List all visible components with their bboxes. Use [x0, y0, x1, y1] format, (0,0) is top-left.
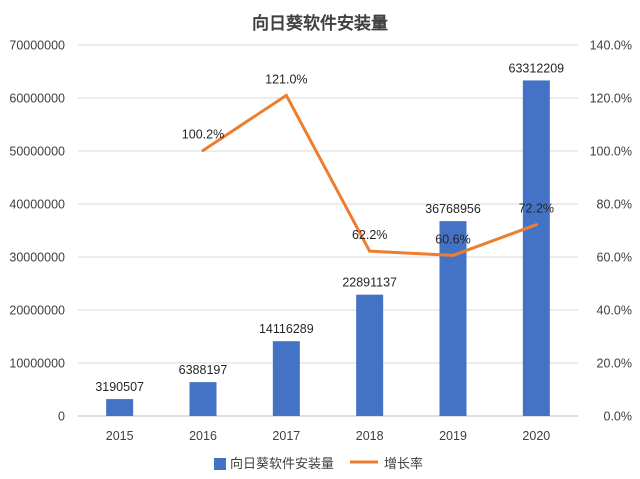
bar-value-label: 3190507 [95, 380, 144, 394]
bar [356, 294, 384, 416]
right-tick-label: 80.0% [597, 198, 632, 212]
right-tick-label: 140.0% [590, 39, 632, 53]
left-tick-label: 30000000 [9, 251, 65, 265]
bar-value-label: 14116289 [259, 322, 314, 336]
growth-value-label: 100.2% [182, 127, 224, 141]
bar [106, 399, 134, 416]
growth-value-label: 121.0% [265, 72, 307, 86]
x-tick-label: 2020 [522, 429, 550, 443]
x-tick-label: 2018 [356, 429, 384, 443]
right-tick-label: 100.0% [590, 145, 632, 159]
growth-value-label: 60.6% [435, 232, 470, 246]
growth-point [534, 223, 538, 227]
bar-value-label: 36768956 [425, 202, 481, 216]
bar [522, 80, 550, 417]
x-tick-label: 2016 [189, 429, 217, 443]
growth-value-label: 62.2% [352, 228, 387, 242]
bar-value-label: 63312209 [509, 61, 565, 75]
growth-point [368, 249, 372, 253]
growth-point [201, 148, 205, 152]
growth-point [451, 253, 455, 257]
x-tick-label: 2017 [272, 429, 300, 443]
x-axis: 2015 2016 2017 2018 2019 2020 [106, 429, 551, 443]
legend-line-label: 增长率 [384, 456, 423, 472]
growth-value-label: 72.2% [519, 202, 554, 216]
bar-value-label: 22891137 [342, 276, 397, 290]
left-tick-label: 60000000 [9, 92, 65, 106]
gridlines [78, 44, 578, 417]
x-tick-label: 2019 [439, 429, 467, 443]
left-tick-label: 50000000 [9, 145, 65, 159]
bar [272, 341, 300, 416]
right-tick-label: 120.0% [590, 92, 632, 106]
bar-series [106, 80, 550, 417]
left-tick-label: 40000000 [9, 198, 65, 212]
growth-point [284, 93, 288, 97]
data-labels: 3190507 6388197 14116289 22891137 36768956 63… [95, 61, 564, 394]
left-tick-label: 10000000 [9, 357, 65, 371]
line-series [201, 93, 538, 257]
legend: 向日葵软件安装量 增长率 [214, 456, 423, 472]
x-tick-label: 2015 [106, 429, 134, 443]
bar [189, 382, 217, 416]
right-tick-label: 20.0% [597, 357, 632, 371]
left-tick-label: 20000000 [9, 304, 65, 318]
right-tick-label: 0.0% [604, 410, 633, 424]
left-tick-label: 70000000 [9, 39, 65, 53]
right-axis: 0.0% 20.0% 40.0% 60.0% 80.0% 100.0% 120.0% 140.… [590, 39, 632, 424]
right-tick-label: 60.0% [597, 251, 632, 265]
chart-title: 向日葵软件安装量 [252, 13, 388, 34]
bar-value-label: 6388197 [179, 363, 228, 377]
right-tick-label: 40.0% [597, 304, 632, 318]
left-tick-label: 0 [58, 410, 65, 424]
legend-bar-swatch [214, 458, 226, 470]
legend-bar-label: 向日葵软件安装量 [230, 456, 334, 472]
left-axis: 0 10000000 20000000 30000000 40000000 5000000… [9, 39, 65, 424]
